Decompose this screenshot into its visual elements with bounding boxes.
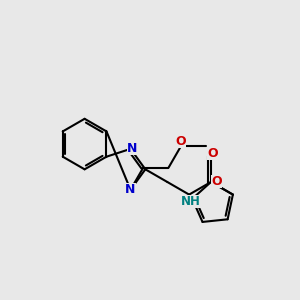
- Text: N: N: [127, 142, 137, 155]
- Text: O: O: [207, 147, 218, 160]
- Text: N: N: [125, 183, 136, 196]
- Text: O: O: [211, 176, 222, 188]
- Text: O: O: [176, 135, 186, 148]
- Text: NH: NH: [181, 195, 200, 208]
